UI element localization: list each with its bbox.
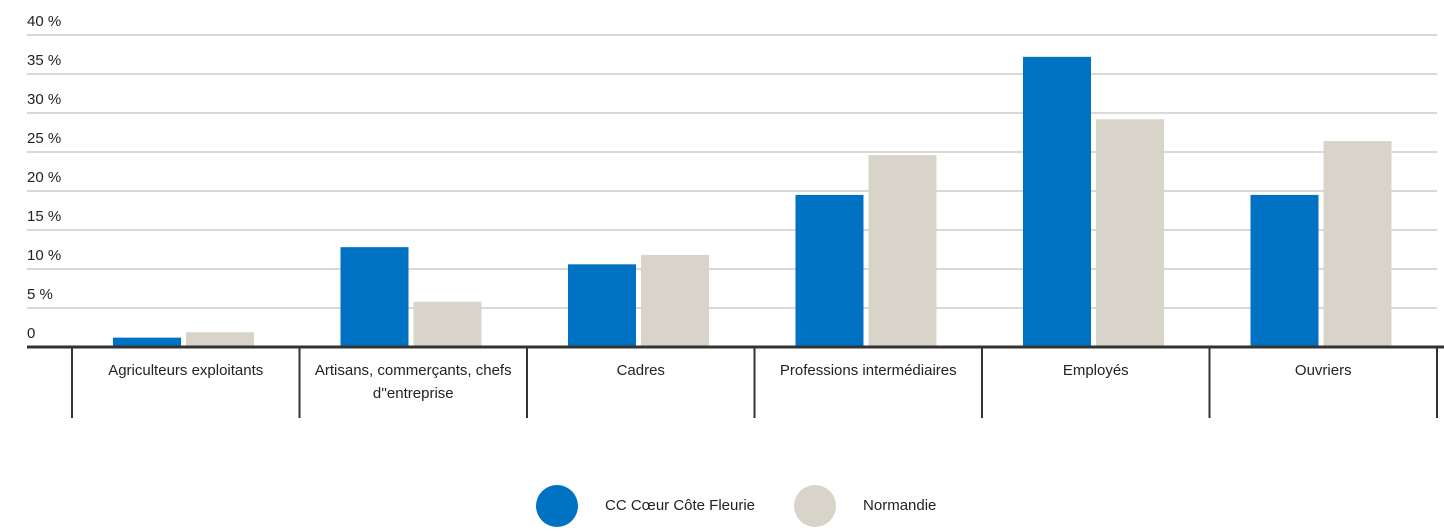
y-tick-label: 35 % [27,52,61,69]
legend-label: CC Cœur Côte Fleurie [605,497,755,514]
y-tick-label: 40 % [27,13,61,30]
bar [795,194,864,347]
bar [413,301,482,347]
legend-label: Normandie [863,497,936,514]
legend-swatch [536,485,578,527]
y-tick-label: 0 [27,325,35,342]
x-tick-label: Artisans, commerçants, chefs d''entrepris… [315,362,512,402]
x-tick-label: Employés [1063,362,1129,379]
bar [1323,141,1392,347]
y-tick-label: 20 % [27,169,61,186]
legend-swatch [794,485,837,527]
x-tick-label: Cadres [617,362,665,379]
y-tick-label: 15 % [27,208,61,225]
bar [340,247,409,347]
y-tick-label: 30 % [27,91,61,108]
bar [641,254,709,347]
bar [113,337,181,347]
bar [1023,56,1091,348]
bar [568,264,636,347]
y-tick-label: 25 % [27,130,61,147]
y-tick-label: 10 % [27,247,61,264]
bar [868,155,937,347]
bar [1096,119,1164,348]
bar [1250,194,1319,347]
bar [186,332,254,347]
y-tick-label: 5 % [27,286,53,303]
x-tick-label: Ouvriers [1295,362,1352,379]
x-tick-label: Professions intermédiaires [780,362,957,379]
x-tick-label: Agriculteurs exploitants [108,362,263,379]
